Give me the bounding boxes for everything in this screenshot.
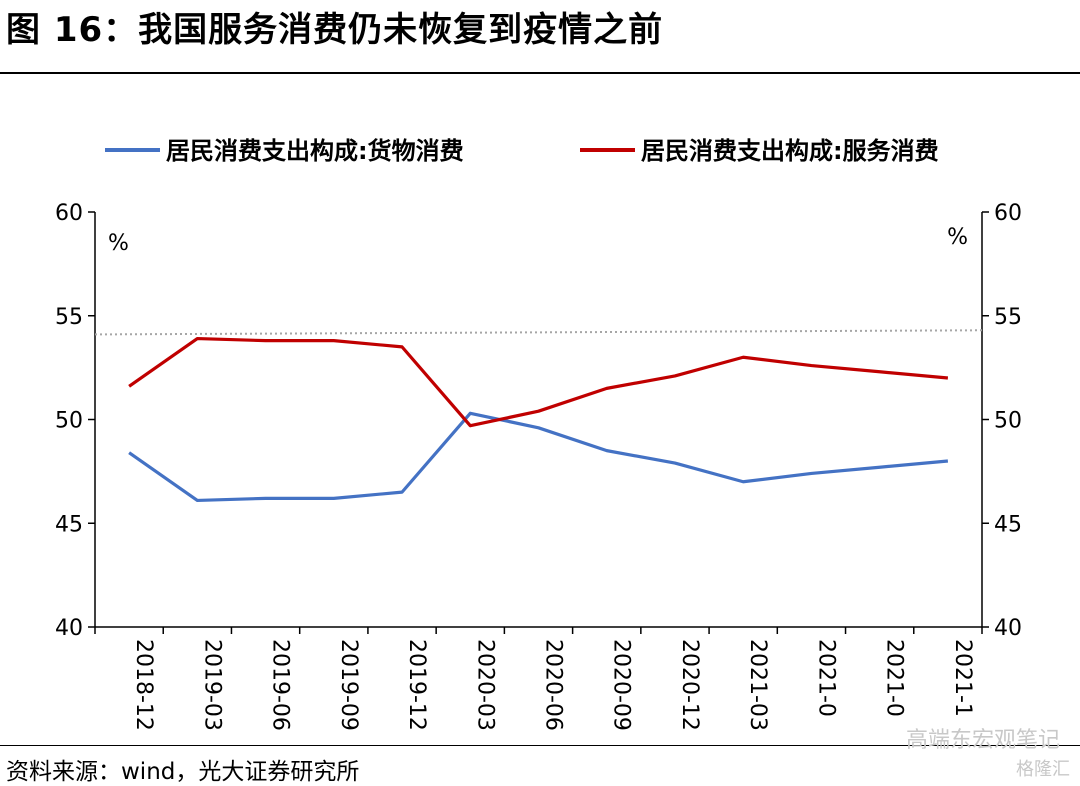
title-divider — [0, 72, 1080, 74]
y-tick-label-right: 55 — [994, 305, 1022, 330]
x-tick-label: 2020-03 — [472, 639, 497, 731]
footer-divider — [0, 745, 1080, 746]
x-tick-label: 2021-03 — [745, 639, 770, 731]
y-tick-label-right: 40 — [994, 616, 1022, 641]
y-tick-label-left: 60 — [55, 201, 83, 226]
y-tick-label-right: 50 — [994, 409, 1022, 434]
right-unit-label: % — [947, 225, 968, 250]
goods-consumption-line — [128, 411, 949, 503]
legend-label: 居民消费支出构成:服务消费 — [641, 137, 939, 165]
x-tick-label: 2021-0 — [813, 639, 838, 717]
y-tick-label-right: 60 — [994, 201, 1022, 226]
source-note: 资料来源：wind，光大证券研究所 — [6, 759, 360, 785]
reference-dotted-line — [94, 329, 983, 336]
page-title: 图 16：我国服务消费仍未恢复到疫情之前 — [6, 10, 664, 50]
x-tick-label: 2021-1 — [950, 639, 975, 717]
watermark-text: 高端东宏观笔记 — [905, 728, 1060, 753]
x-tick-label: 2019-09 — [336, 639, 361, 731]
x-tick-label: 2020-06 — [541, 639, 566, 731]
y-tick-label-left: 45 — [55, 512, 83, 537]
x-tick-label: 2019-12 — [404, 639, 429, 731]
x-tick-label: 2019-03 — [199, 639, 224, 731]
service-consumption-line — [128, 336, 949, 428]
legend-label: 居民消费支出构成:货物消费 — [166, 137, 464, 165]
x-tick-label: 2020-12 — [677, 639, 702, 731]
left-unit-label: % — [108, 231, 129, 256]
y-tick-label-left: 55 — [55, 305, 83, 330]
y-tick-label-left: 40 — [55, 616, 83, 641]
x-tick-label: 2019-06 — [268, 639, 293, 731]
watermark-logo-text: 格隆汇 — [1016, 759, 1070, 780]
x-tick-label: 2021-0 — [882, 639, 907, 717]
y-tick-label-right: 45 — [994, 512, 1022, 537]
x-tick-label: 2020-09 — [609, 639, 634, 731]
x-tick-label: 2018-12 — [131, 639, 156, 731]
y-tick-label-left: 50 — [55, 409, 83, 434]
